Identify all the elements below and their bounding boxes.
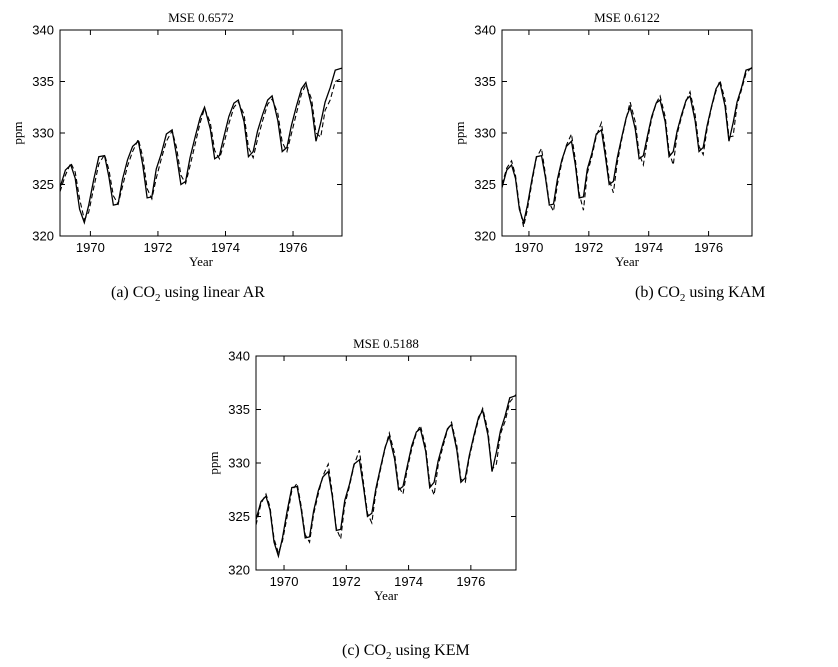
chart-b-xlabel: Year: [615, 254, 640, 269]
chart-a-xlabel: Year: [189, 254, 214, 269]
chart-b-xtick-label: 1974: [634, 240, 663, 255]
chart-b-series-predicted-line: [502, 66, 752, 227]
chart-b-title: MSE 0.6122: [594, 10, 660, 25]
chart-b-xtick-label: 1972: [574, 240, 603, 255]
chart-panel-c: MSE 0.5188 320 325 330 335 340 1970 1972 1974 197…: [200, 332, 640, 622]
caption-b-rest: using KAM: [689, 284, 766, 301]
chart-b-ylabel: ppm: [452, 121, 467, 144]
chart-c-ytick-label: 320: [228, 563, 250, 578]
chart-c-ylabel: ppm: [206, 451, 221, 474]
caption-a-rest: using linear AR: [164, 284, 265, 301]
chart-panel-b: MSE 0.6122 320 325 330 335 340 1970 1972 1974 197…: [420, 0, 838, 270]
caption-b-co: CO: [657, 284, 680, 301]
chart-panel-a: MSE 0.6572 320 325 330 335 340 1970 1972 1974 197…: [0, 0, 420, 270]
caption-c-sub: 2: [386, 650, 392, 663]
chart-a-series-observed-line: [60, 67, 342, 225]
caption-b: (b) CO2 using KAM: [635, 284, 765, 304]
chart-c-xtick-label: 1976: [456, 574, 485, 589]
caption-b-sub: 2: [679, 292, 686, 305]
chart-c-title: MSE 0.5188: [353, 336, 419, 351]
caption-c: (c) CO2 using KEM: [342, 642, 470, 662]
chart-c-xtick-label: 1974: [394, 574, 423, 589]
caption-a: (a) CO2 using linear AR: [111, 284, 265, 304]
chart-a-ytick-label: 320: [32, 229, 54, 244]
caption-c-co: CO: [363, 642, 386, 659]
chart-a-ytick-label: 340: [32, 23, 54, 38]
chart-b-xtick-label: 1976: [694, 240, 723, 255]
chart-c-frame: [255, 355, 517, 571]
chart-c-ytick-label: 325: [228, 509, 250, 524]
caption-a-sub: 2: [155, 292, 161, 305]
chart-a-xtick-label: 1976: [279, 240, 308, 255]
chart-c-ytick-label: 335: [228, 402, 250, 417]
chart-a-series-predicted-line: [60, 77, 342, 221]
chart-b-ytick-label: 325: [474, 177, 496, 192]
chart-b-ytick-label: 340: [474, 23, 496, 38]
chart-c-xlabel: Year: [374, 588, 399, 603]
chart-a-ytick-label: 335: [32, 74, 54, 89]
chart-a-xtick-label: 1970: [76, 240, 105, 255]
chart-b-ytick-label: 320: [474, 229, 496, 244]
chart-a-ytick-label: 325: [32, 177, 54, 192]
chart-c-xtick-label: 1972: [332, 574, 361, 589]
caption-a-co: CO: [132, 284, 155, 301]
chart-c-svg: MSE 0.5188 320 325 330 335 340 1970 1972 1974 197…: [206, 336, 517, 603]
chart-b-xtick-label: 1970: [514, 240, 543, 255]
caption-b-prefix: (b): [635, 284, 654, 301]
caption-a-prefix: (a): [111, 284, 129, 301]
chart-a-ylabel: ppm: [10, 121, 25, 144]
chart-c-xtick-label: 1970: [270, 574, 299, 589]
chart-a-xtick-label: 1974: [211, 240, 240, 255]
chart-a-frame: [59, 29, 343, 237]
chart-a-svg: MSE 0.6572 320 325 330 335 340 1970 1972 1974 197…: [10, 10, 343, 269]
chart-a-ytick-label: 330: [32, 126, 54, 141]
chart-b-frame: [501, 29, 753, 237]
chart-b-svg: MSE 0.6122 320 325 330 335 340 1970 1972 1974 197…: [452, 10, 753, 269]
caption-c-prefix: (c): [342, 642, 360, 659]
chart-c-ytick-label: 330: [228, 456, 250, 471]
chart-b-ytick-label: 335: [474, 74, 496, 89]
chart-b-ytick-label: 330: [474, 126, 496, 141]
chart-c-series-predicted-line: [256, 394, 516, 555]
chart-a-title: MSE 0.6572: [168, 10, 234, 25]
caption-c-rest: using KEM: [395, 642, 470, 659]
chart-a-xtick-label: 1972: [143, 240, 172, 255]
chart-c-ytick-label: 340: [228, 349, 250, 364]
